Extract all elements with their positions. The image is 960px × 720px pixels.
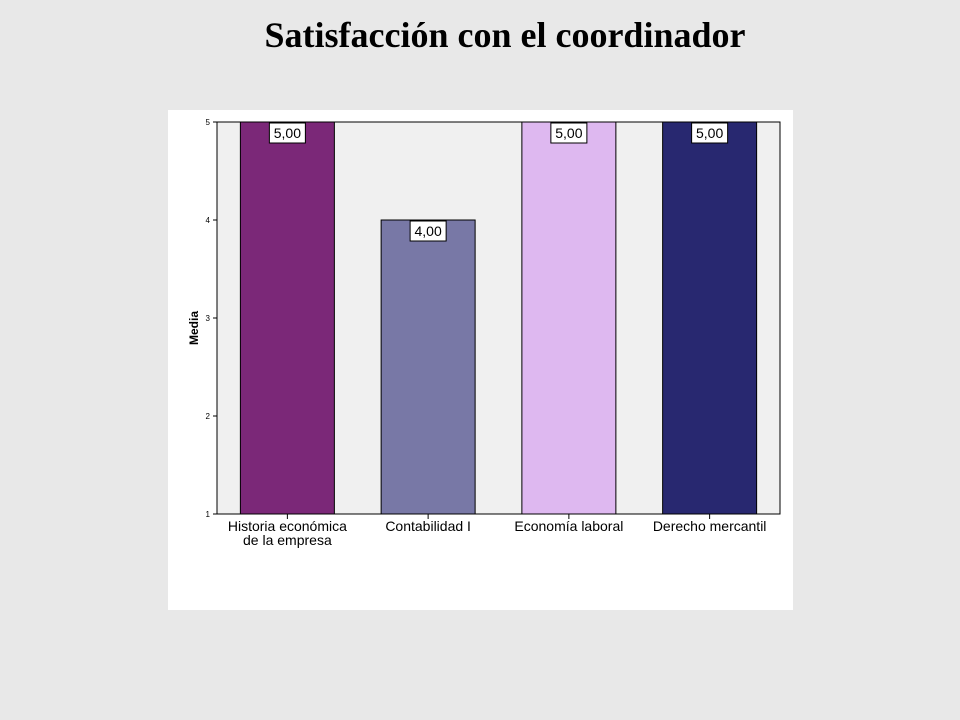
bar-chart: 1 2 3 4 5 5,00 4,00 5,00 5,00 Media	[187, 118, 781, 519]
data-label-box	[409, 220, 447, 242]
data-labels-group: 5,00 4,00 5,00 5,00	[268, 122, 729, 242]
data-label: 5,00	[696, 125, 723, 141]
data-label: 5,00	[274, 125, 301, 141]
x-tick-label: Contabilidad I	[385, 518, 471, 534]
x-axis	[286, 514, 711, 519]
data-label: 4,00	[415, 223, 442, 239]
y-axis: 1 2 3 4 5	[206, 118, 217, 519]
bar	[380, 219, 476, 515]
bars-group	[239, 121, 758, 515]
x-tick-label: Economía laboral	[514, 518, 624, 534]
y-axis-label: Media	[187, 311, 201, 345]
bar	[239, 121, 335, 515]
data-label-box	[691, 122, 729, 144]
y-tick-label: 4	[206, 216, 211, 225]
bar	[662, 121, 758, 515]
data-label-box	[550, 122, 588, 144]
data-label-box	[268, 122, 306, 144]
y-tick-label: 5	[206, 118, 211, 127]
y-tick-label: 1	[206, 510, 211, 519]
chart-panel: 1 2 3 4 5 5,00 4,00 5,00 5,00 Media Historia ec…	[168, 110, 793, 610]
x-tick-label: Historia económica de la empresa	[227, 518, 347, 548]
data-label: 5,00	[555, 125, 582, 141]
bar	[521, 121, 617, 515]
y-tick-label: 2	[206, 412, 211, 421]
x-tick-label: Derecho mercantil	[652, 518, 767, 534]
chart-title: Satisfacción con el coordinador	[264, 15, 746, 55]
y-tick-label: 3	[206, 314, 211, 323]
